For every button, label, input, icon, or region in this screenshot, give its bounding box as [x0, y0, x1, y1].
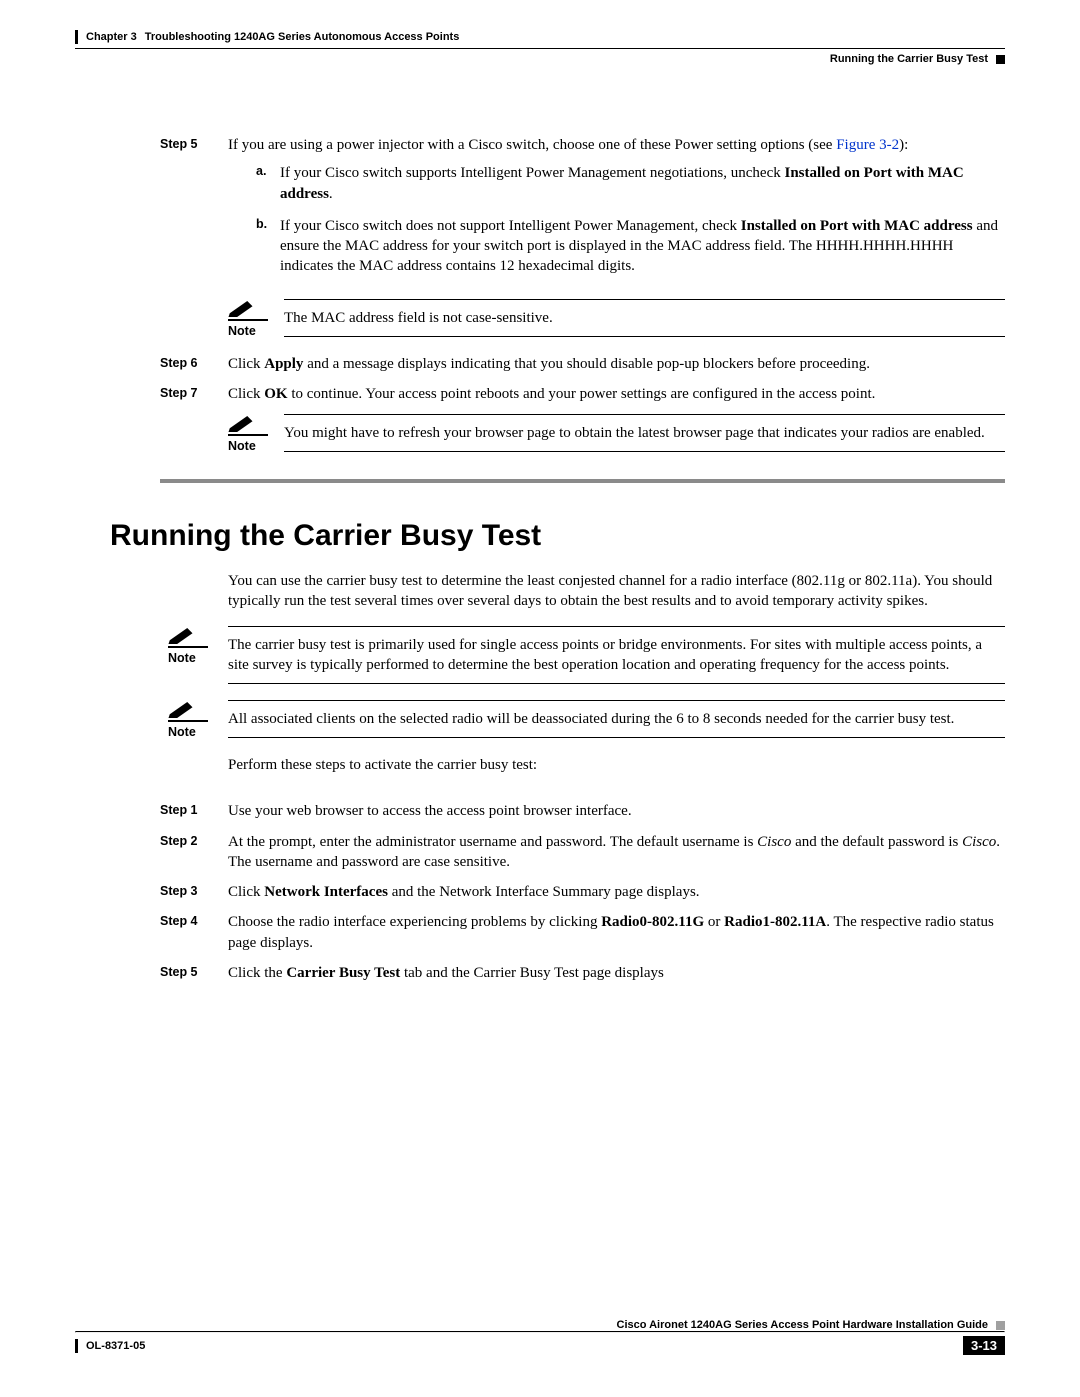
- text: If your Cisco switch does not support In…: [280, 218, 741, 234]
- bold-text: OK: [264, 386, 287, 402]
- text: ):: [899, 137, 908, 153]
- text: At the prompt, enter the administrator u…: [228, 834, 757, 850]
- square-marker-light: [996, 1321, 1005, 1330]
- note-text: All associated clients on the selected r…: [228, 709, 1005, 729]
- bold-text: Installed on Port with MAC address: [741, 218, 973, 234]
- step-body: Click OK to continue. Your access point …: [228, 384, 1005, 404]
- text: Click the: [228, 965, 286, 981]
- bold-text: Network Interfaces: [264, 884, 388, 900]
- square-marker-dark: [996, 55, 1005, 64]
- chapter-title: Troubleshooting 1240AG Series Autonomous…: [145, 31, 460, 43]
- lead-paragraph: Perform these steps to activate the carr…: [228, 755, 1005, 775]
- step-6: Step 6 Click Apply and a message display…: [160, 354, 1005, 374]
- step-5: Step 5 If you are using a power injector…: [160, 135, 1005, 289]
- header-rule: [75, 48, 1005, 49]
- doc-number: OL-8371-05: [86, 1340, 145, 1352]
- pencil-icon: [168, 700, 196, 718]
- sub-marker: b.: [256, 216, 280, 277]
- text: If your Cisco switch supports Intelligen…: [280, 165, 784, 181]
- sub-body: If your Cisco switch does not support In…: [280, 216, 1005, 277]
- note-block: Note All associated clients on the selec…: [160, 700, 1005, 739]
- step-body: Choose the radio interface experiencing …: [228, 912, 1005, 953]
- pencil-icon: [228, 414, 256, 432]
- running-head: Running the Carrier Busy Test: [75, 53, 1005, 65]
- page-footer: Cisco Aironet 1240AG Series Access Point…: [75, 1319, 1005, 1355]
- footer-guide-title: Cisco Aironet 1240AG Series Access Point…: [617, 1319, 988, 1331]
- step-label: Step 3: [160, 882, 228, 902]
- sub-marker: a.: [256, 163, 280, 204]
- note-label: Note: [228, 324, 256, 338]
- page-number-badge: 3-13: [963, 1336, 1005, 1355]
- footer-bar: [75, 1339, 78, 1353]
- text: or: [704, 914, 724, 930]
- step-body: Use your web browser to access the acces…: [228, 801, 1005, 821]
- text: .: [329, 186, 333, 202]
- step-body: Click Apply and a message displays indic…: [228, 354, 1005, 374]
- section-divider: [160, 479, 1005, 483]
- sub-body: If your Cisco switch supports Intelligen…: [280, 163, 1005, 204]
- bold-text: Radio1-802.11A: [724, 914, 826, 930]
- text: and a message displays indicating that y…: [303, 356, 870, 372]
- step-label: Step 1: [160, 801, 228, 821]
- step-label: Step 4: [160, 912, 228, 953]
- step-label: Step 7: [160, 384, 228, 404]
- note-label: Note: [168, 651, 196, 665]
- note-block: Note The carrier busy test is primarily …: [160, 626, 1005, 685]
- step-5b: Step 5 Click the Carrier Busy Test tab a…: [160, 963, 1005, 983]
- text: and the Network Interface Summary page d…: [388, 884, 700, 900]
- intro-paragraph: You can use the carrier busy test to det…: [228, 571, 1005, 612]
- note-label: Note: [228, 439, 256, 453]
- pencil-icon: [228, 299, 256, 317]
- text: Click: [228, 386, 264, 402]
- text: Click: [228, 884, 264, 900]
- section-heading: Running the Carrier Busy Test: [110, 519, 1005, 553]
- note-label: Note: [168, 725, 196, 739]
- note-block: Note The MAC address field is not case-s…: [228, 299, 1005, 338]
- text: to continue. Your access point reboots a…: [288, 386, 876, 402]
- bold-text: Carrier Busy Test: [286, 965, 400, 981]
- text: tab and the Carrier Busy Test page displ…: [400, 965, 664, 981]
- text: Choose the radio interface experiencing …: [228, 914, 601, 930]
- bold-text: Apply: [264, 356, 303, 372]
- note-text: The carrier busy test is primarily used …: [228, 635, 1005, 676]
- running-head-text: Running the Carrier Busy Test: [830, 53, 988, 65]
- note-text: You might have to refresh your browser p…: [284, 423, 1005, 443]
- italic-text: Cisco: [962, 834, 996, 850]
- text: Click: [228, 356, 264, 372]
- bold-text: Radio0-802.11G: [601, 914, 704, 930]
- step-body: At the prompt, enter the administrator u…: [228, 832, 1005, 873]
- step-label: Step 6: [160, 354, 228, 374]
- chapter-header: Chapter 3 Troubleshooting 1240AG Series …: [75, 30, 1005, 44]
- note-text: The MAC address field is not case-sensit…: [284, 308, 1005, 328]
- step-label: Step 5: [160, 135, 228, 289]
- step-4: Step 4 Choose the radio interface experi…: [160, 912, 1005, 953]
- text: If you are using a power injector with a…: [228, 137, 836, 153]
- pencil-icon: [168, 626, 196, 644]
- footer-rule: [75, 1331, 1005, 1333]
- text: and the default password is: [791, 834, 962, 850]
- step-3: Step 3 Click Network Interfaces and the …: [160, 882, 1005, 902]
- step-label: Step 2: [160, 832, 228, 873]
- substep-a: a. If your Cisco switch supports Intelli…: [256, 163, 1005, 204]
- step-body: If you are using a power injector with a…: [228, 135, 1005, 289]
- step-2: Step 2 At the prompt, enter the administ…: [160, 832, 1005, 873]
- note-block: Note You might have to refresh your brow…: [228, 414, 1005, 453]
- step-label: Step 5: [160, 963, 228, 983]
- header-bar: [75, 30, 78, 44]
- chapter-number: Chapter 3: [86, 31, 137, 43]
- step-body: Click the Carrier Busy Test tab and the …: [228, 963, 1005, 983]
- substep-b: b. If your Cisco switch does not support…: [256, 216, 1005, 277]
- step-body: Click Network Interfaces and the Network…: [228, 882, 1005, 902]
- italic-text: Cisco: [757, 834, 791, 850]
- step-1: Step 1 Use your web browser to access th…: [160, 801, 1005, 821]
- step-7: Step 7 Click OK to continue. Your access…: [160, 384, 1005, 404]
- figure-link[interactable]: Figure 3-2: [836, 137, 899, 153]
